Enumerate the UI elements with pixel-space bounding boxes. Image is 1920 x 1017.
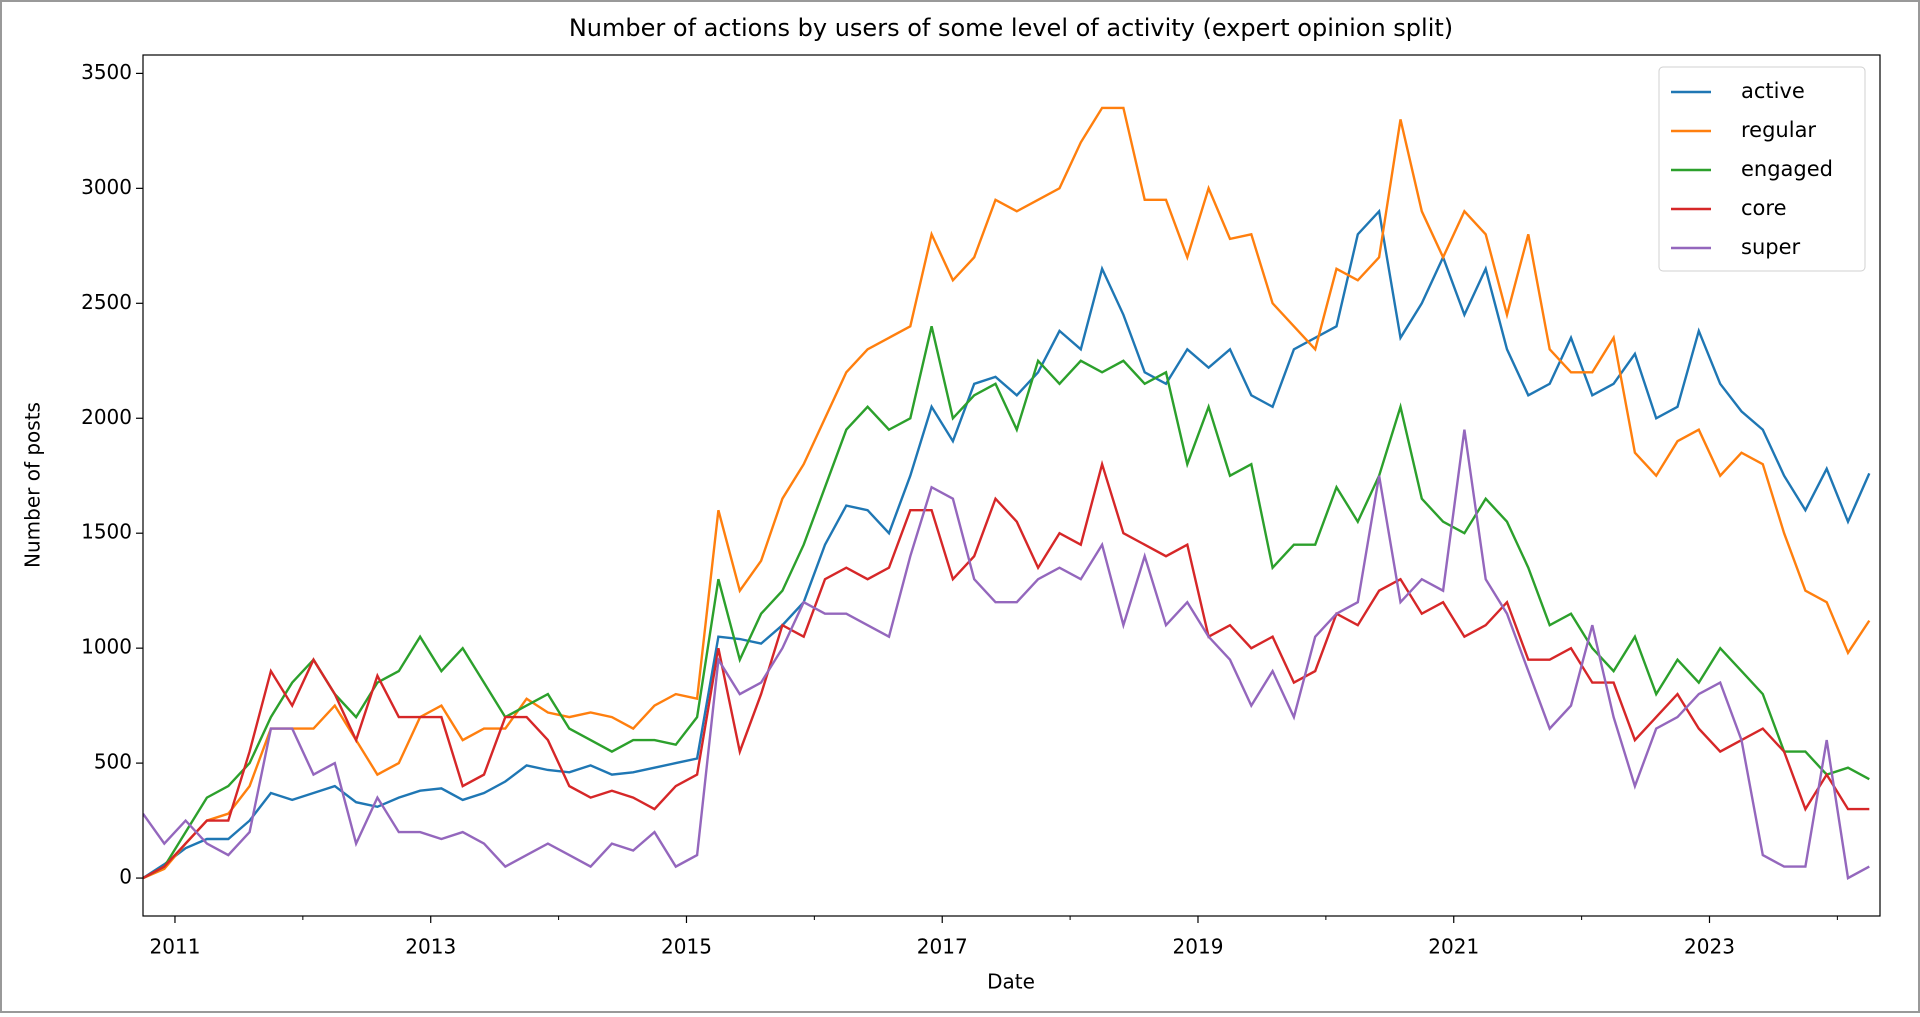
x-tick-label: 2019 — [1173, 935, 1224, 959]
legend-box — [1658, 66, 1866, 272]
plot-frame — [142, 54, 1881, 917]
chart-title: Number of actions by users of some level… — [569, 14, 1453, 42]
legend-label: active — [1741, 79, 1805, 103]
x-axis-label: Date — [987, 970, 1035, 994]
x-tick-label: 2013 — [405, 935, 456, 959]
y-tick-label: 0 — [119, 865, 132, 889]
legend-label: engaged — [1741, 157, 1833, 181]
x-tick-label: 2015 — [661, 935, 712, 959]
x-tick-label: 2021 — [1428, 935, 1479, 959]
legend-label: super — [1741, 235, 1801, 259]
legend-label: regular — [1741, 118, 1816, 142]
series-line — [143, 429, 1870, 880]
y-tick-label: 500 — [94, 750, 132, 774]
y-tick-label: 1500 — [81, 520, 132, 544]
y-axis-label: Number of posts — [21, 402, 45, 568]
y-tick-label: 1000 — [81, 635, 132, 659]
x-tick-label: 2023 — [1684, 935, 1735, 959]
x-tick-label: 2011 — [150, 935, 201, 959]
y-tick-label: 3000 — [81, 175, 132, 199]
y-tick-label: 2000 — [81, 405, 132, 429]
y-tick-label: 2500 — [81, 290, 132, 314]
series-line — [143, 208, 1871, 880]
legend-label: core — [1741, 196, 1787, 220]
series-line — [143, 106, 1871, 880]
x-tick-label: 2017 — [917, 935, 968, 959]
series-line — [143, 326, 1870, 880]
y-tick-label: 3500 — [81, 60, 132, 84]
